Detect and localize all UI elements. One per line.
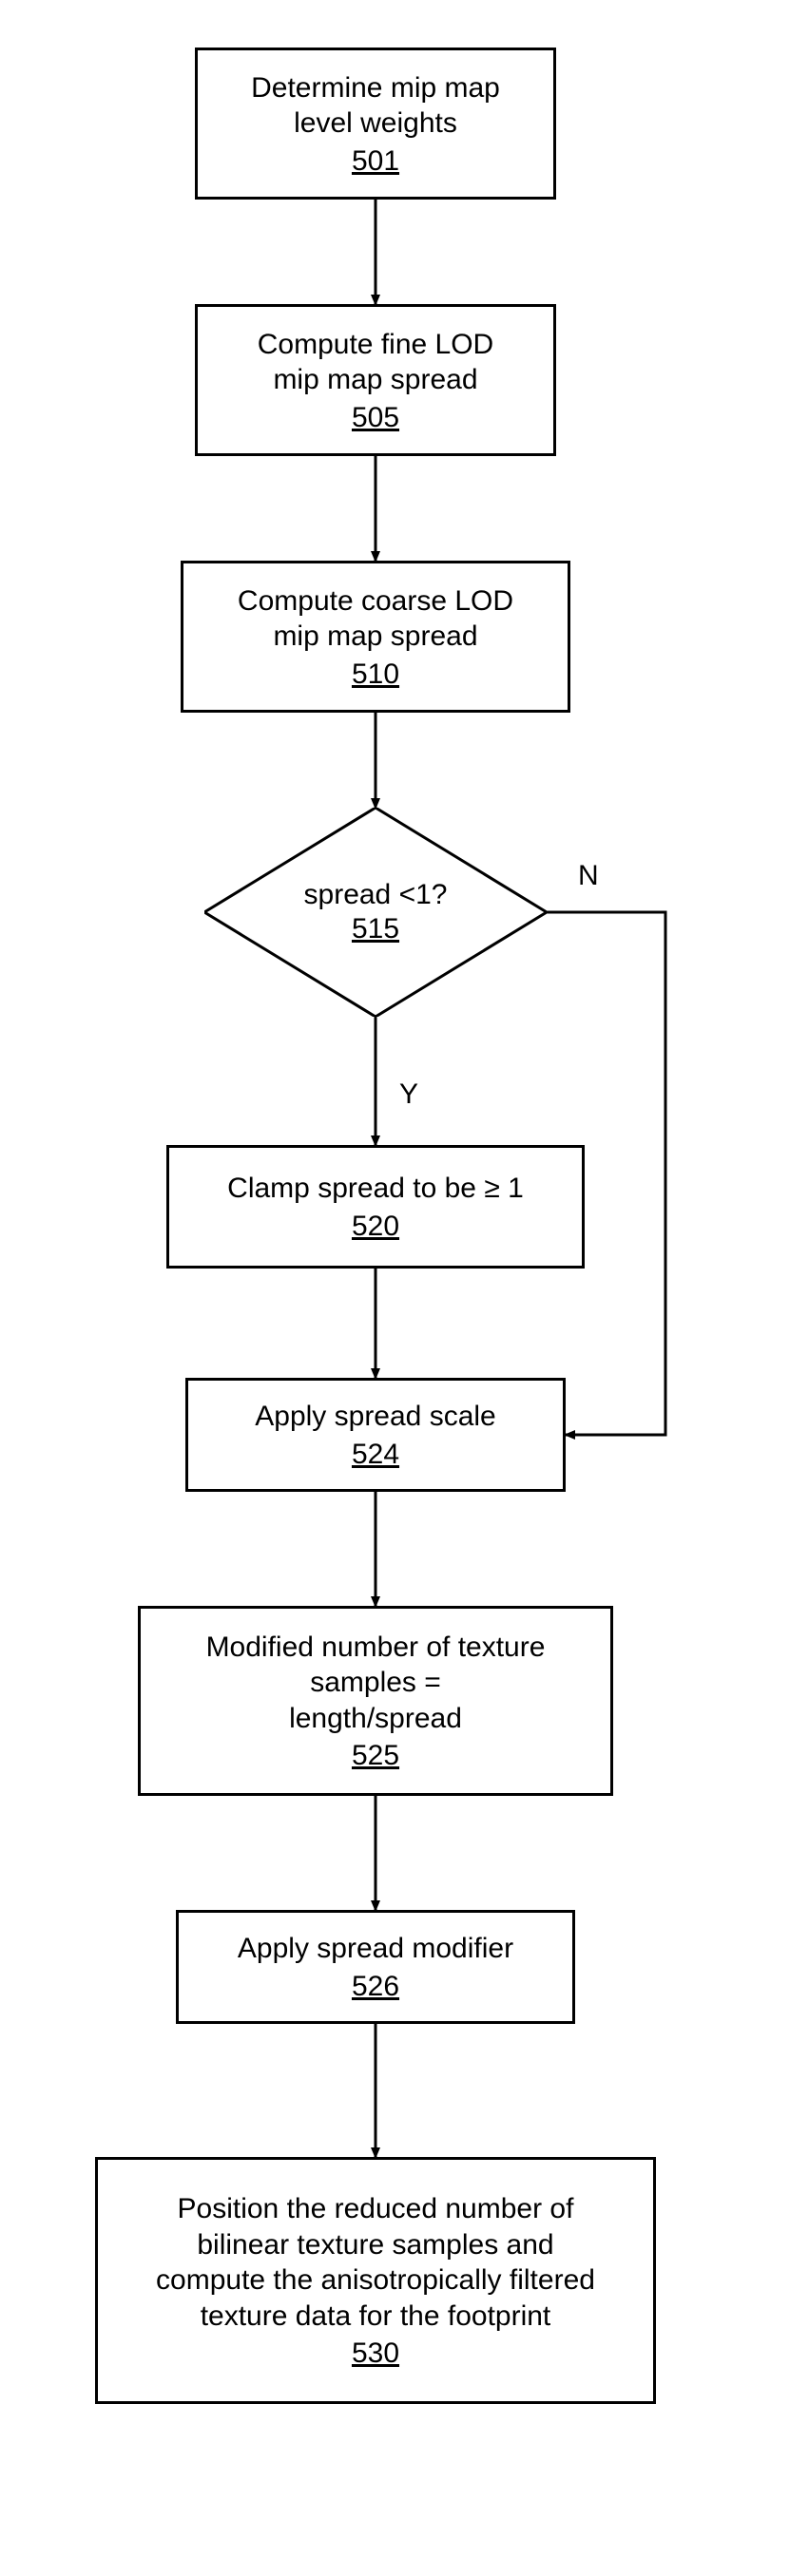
node-526: Apply spread modifier 526 (176, 1910, 575, 2024)
node-515: spread <1?515 (204, 808, 547, 1017)
node-ref: 526 (352, 1971, 399, 2003)
node-label: Determine mip maplevel weights (251, 70, 500, 142)
node-label: Clamp spread to be ≥ 1 (227, 1171, 524, 1207)
node-525: Modified number of texturesamples =lengt… (138, 1606, 613, 1796)
node-ref: 524 (352, 1439, 399, 1471)
node-ref: 501 (352, 145, 399, 178)
node-ref: 525 (352, 1740, 399, 1772)
node-520: Clamp spread to be ≥ 1 520 (166, 1145, 585, 1269)
node-label: Position the reduced number ofbilinear t… (156, 2191, 595, 2334)
node-label: Apply spread modifier (238, 1931, 513, 1967)
node-ref: 510 (352, 658, 399, 691)
node-label: Compute fine LODmip map spread (258, 327, 493, 398)
node-label: spread <1? (304, 879, 448, 911)
node-505: Compute fine LODmip map spread 505 (195, 304, 556, 456)
node-501: Determine mip maplevel weights501 (195, 48, 556, 200)
node-530: Position the reduced number ofbilinear t… (95, 2157, 656, 2404)
node-label: Modified number of texturesamples =lengt… (206, 1630, 546, 1737)
node-524: Apply spread scale 524 (185, 1378, 566, 1492)
node-label: Apply spread scale (255, 1399, 495, 1435)
node-label: Compute coarse LODmip map spread (238, 583, 513, 655)
node-ref: 520 (352, 1211, 399, 1243)
node-510: Compute coarse LODmip map spread510 (181, 561, 570, 713)
node-ref: 505 (352, 402, 399, 434)
edge-label-y: Y (399, 1078, 418, 1111)
node-ref: 515 (352, 913, 399, 945)
node-ref: 530 (352, 2337, 399, 2370)
edge-label-n: N (578, 860, 599, 892)
